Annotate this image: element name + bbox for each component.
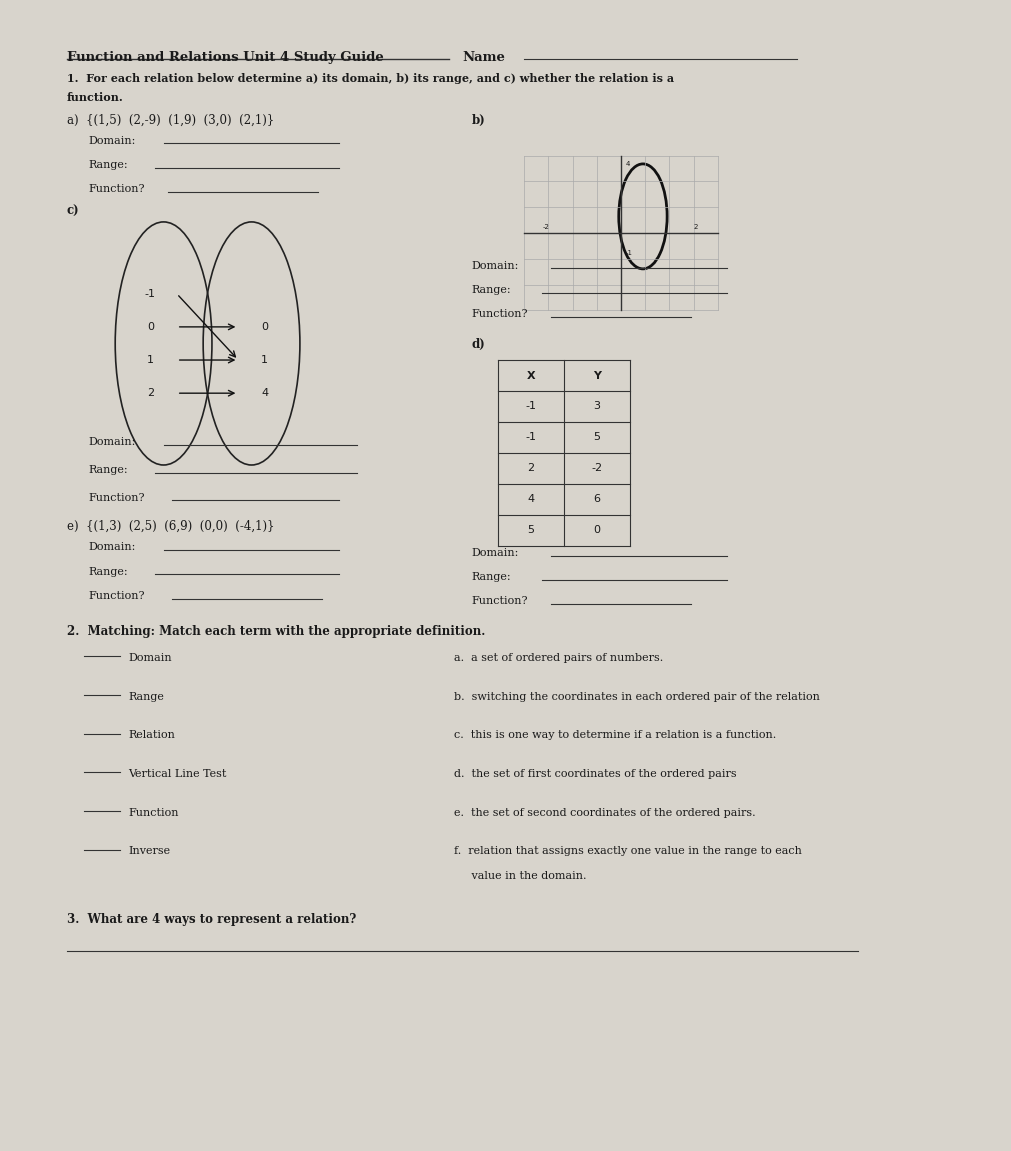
Text: c): c) bbox=[67, 205, 80, 219]
Text: Function?: Function? bbox=[471, 596, 528, 607]
Text: 1: 1 bbox=[147, 355, 154, 365]
Text: Function?: Function? bbox=[89, 590, 146, 601]
Text: 6: 6 bbox=[593, 494, 601, 504]
Text: 2: 2 bbox=[147, 388, 154, 398]
Text: b): b) bbox=[471, 114, 485, 127]
Text: Range:: Range: bbox=[89, 465, 128, 475]
Text: a.  a set of ordered pairs of numbers.: a. a set of ordered pairs of numbers. bbox=[454, 653, 663, 663]
Text: Y: Y bbox=[592, 371, 601, 381]
Text: 2: 2 bbox=[528, 464, 535, 473]
Text: -2: -2 bbox=[591, 464, 603, 473]
Text: Range:: Range: bbox=[471, 285, 511, 295]
Text: e)  {(1,3)  (2,5)  (6,9)  (0,0)  (-4,1)}: e) {(1,3) (2,5) (6,9) (0,0) (-4,1)} bbox=[67, 520, 274, 533]
Text: 1: 1 bbox=[261, 355, 268, 365]
Text: Range: Range bbox=[128, 692, 164, 701]
Text: c.  this is one way to determine if a relation is a function.: c. this is one way to determine if a rel… bbox=[454, 730, 776, 740]
Text: -1: -1 bbox=[526, 433, 536, 442]
Text: Function: Function bbox=[128, 808, 179, 817]
Text: Domain:: Domain: bbox=[89, 136, 136, 146]
Text: 3.  What are 4 ways to represent a relation?: 3. What are 4 ways to represent a relati… bbox=[67, 913, 356, 925]
Text: value in the domain.: value in the domain. bbox=[454, 870, 586, 881]
Text: d.  the set of first coordinates of the ordered pairs: d. the set of first coordinates of the o… bbox=[454, 769, 736, 779]
Text: X: X bbox=[527, 371, 535, 381]
Text: a)  {(1,5)  (2,-9)  (1,9)  (3,0)  (2,1)}: a) {(1,5) (2,-9) (1,9) (3,0) (2,1)} bbox=[67, 114, 274, 127]
Text: 0: 0 bbox=[147, 322, 154, 331]
Text: Relation: Relation bbox=[128, 730, 175, 740]
Text: Range:: Range: bbox=[471, 572, 511, 582]
Text: 4: 4 bbox=[261, 388, 268, 398]
Text: Domain: Domain bbox=[128, 653, 172, 663]
Text: Inverse: Inverse bbox=[128, 846, 171, 856]
Text: 4: 4 bbox=[626, 161, 630, 167]
Text: f.  relation that assigns exactly one value in the range to each: f. relation that assigns exactly one val… bbox=[454, 846, 802, 856]
Text: 5: 5 bbox=[528, 525, 534, 535]
Text: b.  switching the coordinates in each ordered pair of the relation: b. switching the coordinates in each ord… bbox=[454, 692, 820, 701]
Text: Domain:: Domain: bbox=[471, 260, 519, 270]
Text: 1.  For each relation below determine a) its domain, b) its range, and c) whethe: 1. For each relation below determine a) … bbox=[67, 73, 674, 84]
Text: -2: -2 bbox=[543, 223, 550, 230]
Text: Range:: Range: bbox=[89, 566, 128, 577]
Text: Name: Name bbox=[463, 51, 506, 63]
Text: Domain:: Domain: bbox=[89, 437, 136, 448]
Text: 0: 0 bbox=[593, 525, 601, 535]
Text: -1: -1 bbox=[526, 402, 536, 411]
Text: 4: 4 bbox=[528, 494, 535, 504]
Text: Function?: Function? bbox=[471, 310, 528, 319]
Text: Function and Relations Unit 4 Study Guide: Function and Relations Unit 4 Study Guid… bbox=[67, 51, 383, 63]
Text: Range:: Range: bbox=[89, 160, 128, 170]
Text: e.  the set of second coordinates of the ordered pairs.: e. the set of second coordinates of the … bbox=[454, 808, 755, 817]
Text: Function?: Function? bbox=[89, 493, 146, 503]
Text: d): d) bbox=[471, 338, 485, 351]
Text: 3: 3 bbox=[593, 402, 601, 411]
Text: function.: function. bbox=[67, 92, 123, 102]
Text: Domain:: Domain: bbox=[89, 542, 136, 552]
Text: -1: -1 bbox=[626, 250, 632, 256]
Text: 2.  Matching: Match each term with the appropriate definition.: 2. Matching: Match each term with the ap… bbox=[67, 625, 485, 638]
Text: -1: -1 bbox=[145, 289, 156, 299]
Text: 5: 5 bbox=[593, 433, 601, 442]
Text: Domain:: Domain: bbox=[471, 548, 519, 558]
Text: 2: 2 bbox=[694, 223, 698, 230]
Text: Function?: Function? bbox=[89, 184, 146, 195]
Text: 0: 0 bbox=[261, 322, 268, 331]
Text: Vertical Line Test: Vertical Line Test bbox=[128, 769, 226, 779]
